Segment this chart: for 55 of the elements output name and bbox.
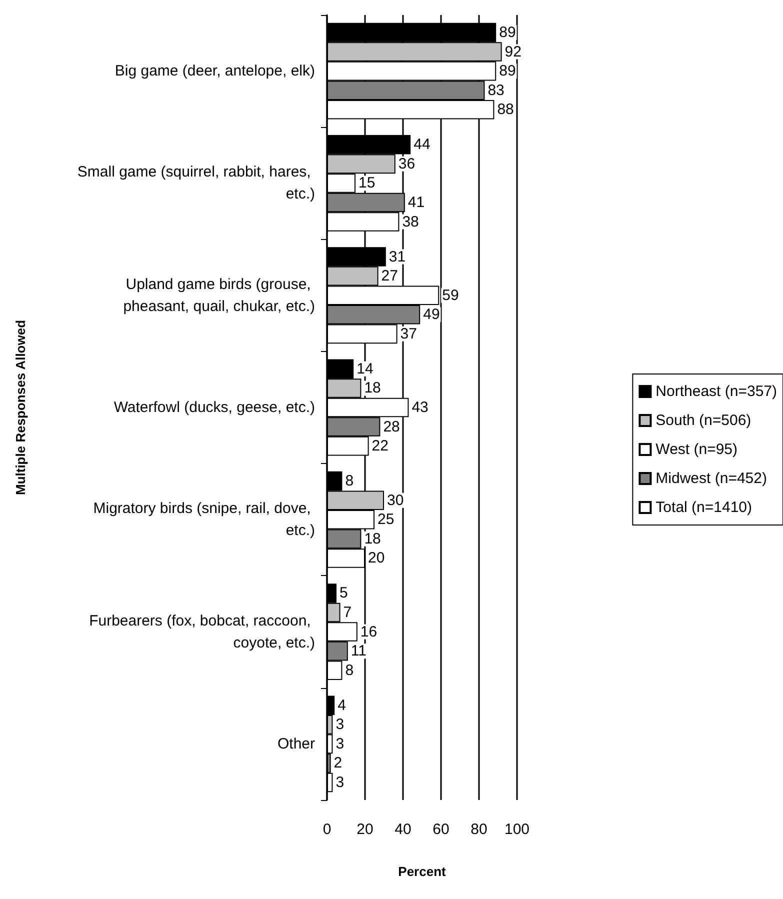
data-label: 3 [336, 774, 344, 792]
data-label: 38 [402, 213, 419, 230]
data-label: 14 [356, 360, 374, 378]
x-tick-label: 100 [504, 821, 530, 838]
data-label: 16 [360, 623, 378, 640]
x-tick-label: 40 [394, 821, 412, 838]
data-label: 4 [338, 696, 346, 714]
x-tick-label: 60 [432, 821, 450, 838]
legend-label: South (n=506) [656, 412, 752, 429]
data-label: 59 [442, 286, 459, 304]
x-axis-title: Percent [398, 864, 447, 879]
y-tick-label: Upland game birds (grouse, pheasant, quail, chukar, etc.) [123, 276, 315, 315]
y-tick-label: Big game (deer, antelope, elk) [114, 62, 315, 80]
legend-label: Midwest (n=452) [656, 470, 767, 487]
data-label: 36 [398, 155, 416, 172]
data-label: 92 [504, 43, 522, 60]
data-label: 3 [336, 735, 344, 752]
y-tick-label: Other [277, 735, 316, 752]
data-label: 30 [387, 492, 404, 509]
y-tick-label: Small game (squirrel, rabbit, hares, etc.) [77, 164, 315, 203]
legend-label: Northeast (n=357) [656, 383, 778, 400]
data-label: 88 [497, 101, 514, 118]
data-label: 22 [372, 438, 388, 455]
data-label: 2 [334, 754, 342, 772]
data-label: 15 [358, 174, 376, 192]
data-label: 27 [381, 268, 398, 285]
x-tick-label: 20 [356, 821, 374, 838]
x-tick-label: 0 [322, 821, 332, 838]
y-tick-label: Migratory birds (snipe, rail, dove, etc.) [93, 500, 315, 540]
data-label: 18 [364, 380, 381, 397]
y-axis-title: Multiple Responses Allowed [13, 320, 28, 496]
data-label: 49 [423, 306, 440, 324]
data-label: 5 [340, 584, 348, 602]
data-label: 31 [388, 248, 406, 266]
data-label: 89 [499, 24, 516, 41]
data-label: 18 [364, 530, 381, 548]
legend-label: Total (n=1410) [656, 499, 752, 516]
data-label: 37 [400, 325, 417, 342]
data-label: 25 [378, 511, 394, 528]
data-label: 20 [368, 550, 385, 567]
data-label: 11 [350, 642, 366, 660]
data-label: 3 [336, 716, 344, 734]
data-label: 28 [383, 418, 400, 436]
data-label: 83 [488, 82, 504, 99]
data-label: 43 [412, 399, 428, 416]
x-tick-label: 80 [470, 821, 488, 838]
y-tick-label: Furbearers (fox, bobcat, raccoon, coyote, etc.) [89, 612, 316, 652]
data-label: 7 [343, 604, 352, 621]
data-label: 41 [408, 194, 425, 212]
data-label: 44 [414, 136, 430, 154]
legend-label: West (n=95) [656, 441, 738, 458]
data-label: 89 [499, 62, 516, 80]
y-tick-label: Waterfowl (ducks, geese, etc.) [114, 399, 315, 416]
data-label: 8 [345, 472, 354, 490]
data-label: 8 [345, 662, 354, 679]
